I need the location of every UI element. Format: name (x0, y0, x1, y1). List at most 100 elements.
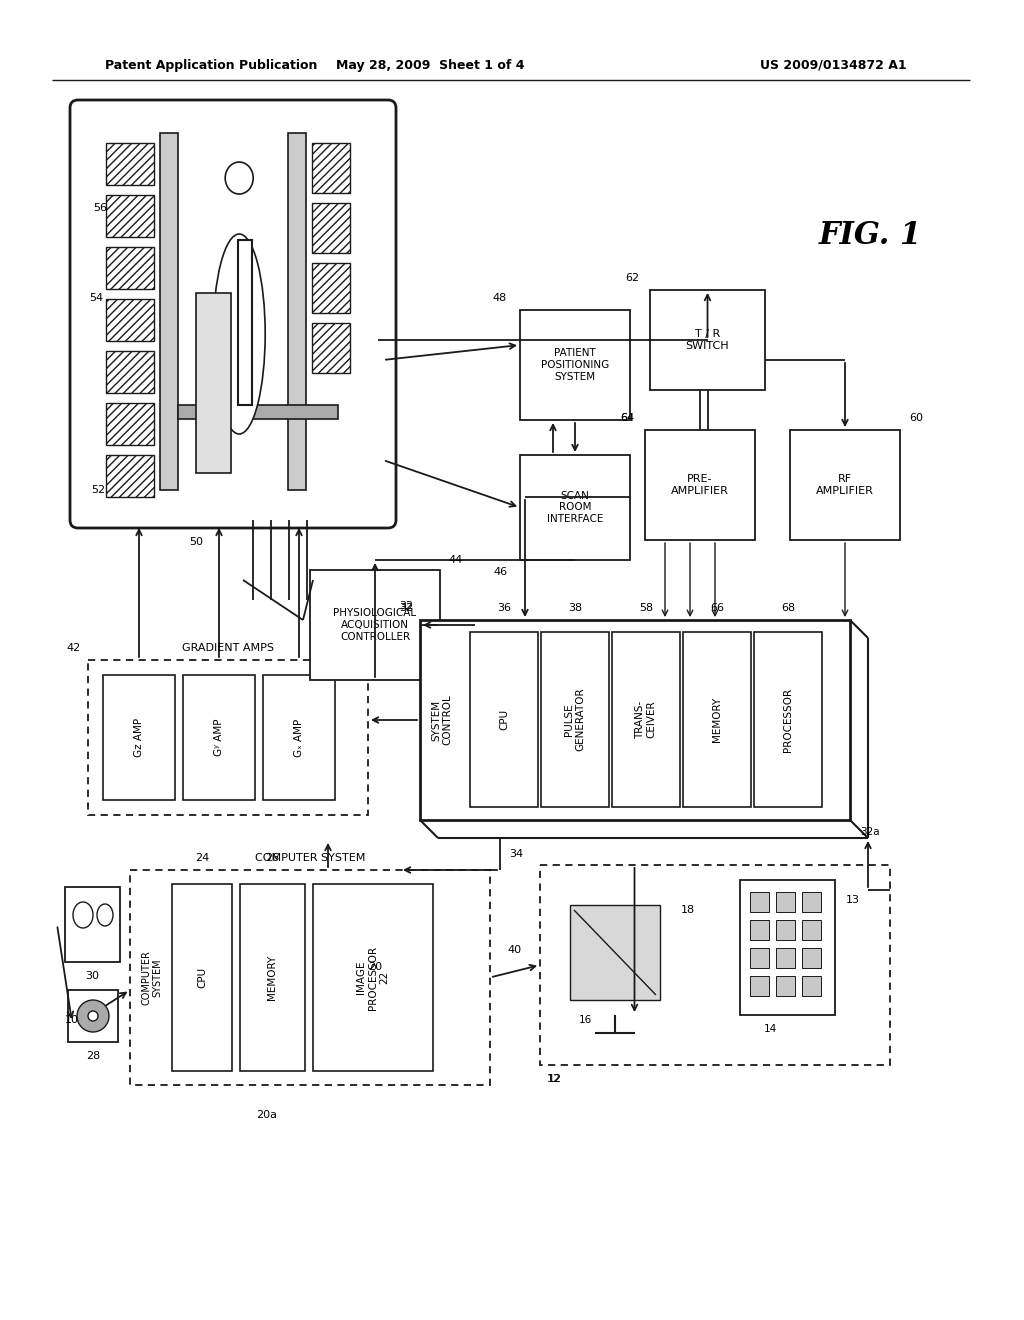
Ellipse shape (213, 234, 265, 434)
Bar (103, 675, 175, 800)
Text: 38: 38 (568, 603, 582, 612)
Bar (650, 290, 765, 389)
Bar (106, 351, 154, 393)
Text: 32: 32 (399, 601, 413, 611)
Text: 24: 24 (195, 853, 209, 863)
Text: 12: 12 (547, 1074, 561, 1084)
Text: 56: 56 (93, 203, 106, 213)
Bar (312, 143, 350, 193)
Text: 68: 68 (781, 603, 795, 612)
Ellipse shape (97, 904, 113, 927)
Bar (88, 660, 368, 814)
Bar (470, 632, 538, 807)
Text: 16: 16 (579, 1015, 592, 1026)
Bar (750, 920, 769, 940)
Bar (802, 948, 821, 968)
Text: COMPUTER SYSTEM: COMPUTER SYSTEM (255, 853, 366, 863)
Text: 54: 54 (89, 293, 103, 304)
Bar (106, 247, 154, 289)
Bar (106, 403, 154, 445)
Ellipse shape (88, 1011, 98, 1020)
Bar (750, 948, 769, 968)
Text: Gʸ AMP: Gʸ AMP (214, 719, 224, 756)
Text: RF
AMPLIFIER: RF AMPLIFIER (816, 474, 873, 496)
Bar (240, 884, 305, 1071)
Ellipse shape (73, 902, 93, 928)
Text: 30: 30 (85, 972, 99, 981)
Bar (802, 920, 821, 940)
Bar (313, 884, 433, 1071)
Bar (570, 906, 660, 1001)
Text: May 28, 2009  Sheet 1 of 4: May 28, 2009 Sheet 1 of 4 (336, 58, 524, 71)
Ellipse shape (77, 1001, 109, 1032)
Text: 44: 44 (449, 554, 463, 565)
Bar (776, 920, 795, 940)
Bar (802, 975, 821, 997)
Text: GRADIENT AMPS: GRADIENT AMPS (182, 643, 274, 653)
Bar (790, 430, 900, 540)
Text: 52: 52 (91, 484, 105, 495)
Ellipse shape (225, 162, 253, 194)
Bar (68, 990, 118, 1041)
Bar (776, 892, 795, 912)
Text: T / R
SWITCH: T / R SWITCH (686, 329, 729, 351)
Text: SCAN
ROOM
INTERFACE: SCAN ROOM INTERFACE (547, 491, 603, 524)
Text: 64: 64 (620, 413, 634, 422)
Bar (130, 870, 490, 1085)
Text: Patent Application Publication: Patent Application Publication (105, 58, 317, 71)
Bar (312, 203, 350, 253)
Bar (263, 675, 335, 800)
Bar (312, 263, 350, 313)
Text: 12: 12 (548, 1074, 562, 1084)
Bar (754, 632, 822, 807)
Bar (172, 884, 232, 1071)
Bar (288, 133, 306, 490)
Bar (645, 430, 755, 540)
Bar (520, 455, 630, 560)
Text: MEMORY: MEMORY (712, 697, 722, 742)
Text: MEMORY: MEMORY (267, 954, 278, 1001)
Text: 32: 32 (399, 603, 413, 612)
Bar (106, 195, 154, 238)
Bar (310, 570, 440, 680)
Text: 10: 10 (65, 1015, 79, 1026)
Bar (183, 675, 255, 800)
Bar (540, 865, 890, 1065)
Text: SYSTEM
CONTROL: SYSTEM CONTROL (431, 694, 453, 746)
Text: FIG. 1: FIG. 1 (818, 219, 922, 251)
Bar (160, 133, 178, 490)
Bar (776, 948, 795, 968)
Bar (65, 887, 120, 962)
Text: 14: 14 (763, 1024, 776, 1034)
Bar (106, 300, 154, 341)
Text: PULSE
GENERATOR: PULSE GENERATOR (564, 688, 586, 751)
Text: TRANS-
CEIVER: TRANS- CEIVER (635, 701, 656, 739)
Text: PATIENT
POSITIONING
SYSTEM: PATIENT POSITIONING SYSTEM (541, 348, 609, 381)
Text: 66: 66 (710, 603, 724, 612)
Text: 60: 60 (909, 413, 923, 422)
Bar (106, 455, 154, 498)
Bar (312, 323, 350, 374)
Text: CPU: CPU (197, 968, 207, 989)
Bar (238, 240, 252, 405)
Text: PROCESSOR: PROCESSOR (783, 688, 793, 751)
Text: 58: 58 (639, 603, 653, 612)
Text: Gᴢ AMP: Gᴢ AMP (134, 718, 144, 758)
Text: 20a: 20a (256, 1110, 278, 1119)
Text: 50: 50 (188, 537, 203, 546)
Text: US 2009/0134872 A1: US 2009/0134872 A1 (760, 58, 906, 71)
Bar (776, 975, 795, 997)
Text: IMAGE
PROCESSOR
22: IMAGE PROCESSOR 22 (356, 945, 389, 1010)
Bar (802, 892, 821, 912)
FancyBboxPatch shape (70, 100, 396, 528)
Bar (420, 620, 850, 820)
Text: 32a: 32a (860, 828, 880, 837)
Bar (178, 405, 338, 418)
Text: 40: 40 (508, 945, 522, 954)
Bar (560, 880, 670, 1015)
Text: COMPUTER
SYSTEM: COMPUTER SYSTEM (141, 950, 163, 1005)
Text: 64: 64 (620, 413, 634, 422)
Text: 36: 36 (497, 603, 511, 612)
Bar (750, 892, 769, 912)
Bar (106, 143, 154, 185)
